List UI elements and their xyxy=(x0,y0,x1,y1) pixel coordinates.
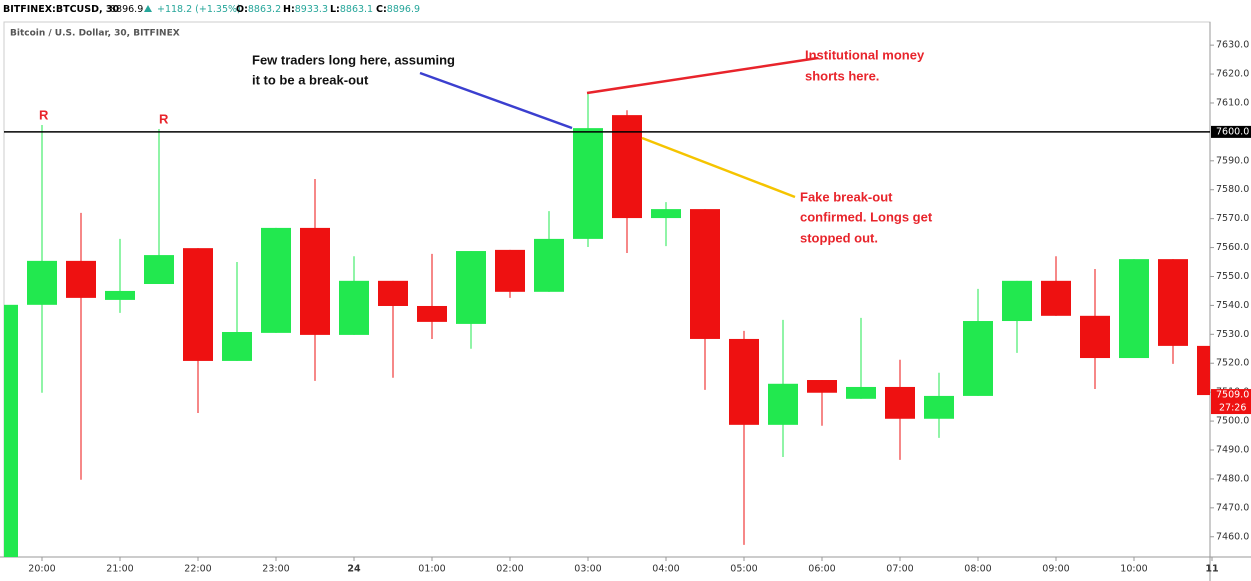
ohlc-value: 8863.2 xyxy=(248,4,281,15)
annotation: Institutional money xyxy=(805,47,925,62)
annotation: stopped out. xyxy=(800,230,878,245)
candle-body xyxy=(222,332,252,361)
axes: 7460.07470.07480.07490.07500.07510.07520… xyxy=(4,40,1251,575)
candle-body xyxy=(768,383,798,425)
candle-body xyxy=(1002,280,1032,322)
x-tick-label: 02:00 xyxy=(496,564,523,575)
x-tick-label: 04:00 xyxy=(652,564,679,575)
change: +118.2 (+1.35%) xyxy=(157,4,241,15)
candle-body xyxy=(1158,259,1188,346)
candle-body xyxy=(885,386,915,419)
candle-body xyxy=(4,304,18,557)
y-tick-label: 7590.0 xyxy=(1216,155,1249,166)
ohlc-value: 8933.3 xyxy=(295,4,328,15)
x-tick-label: 21:00 xyxy=(106,564,133,575)
annotation: shorts here. xyxy=(805,68,879,83)
candle-body xyxy=(417,305,447,322)
candle-body xyxy=(456,251,486,324)
x-tick-label: 23:00 xyxy=(262,564,289,575)
x-tick-label: 06:00 xyxy=(808,564,835,575)
ohlc-label: L: xyxy=(330,4,340,15)
candle-body xyxy=(144,255,174,285)
x-tick-label: 24 xyxy=(347,564,361,575)
y-tick-label: 7520.0 xyxy=(1216,358,1249,369)
candle-body xyxy=(27,260,57,305)
candle-body xyxy=(807,380,837,393)
ohlc-label: H: xyxy=(283,4,295,15)
candle-body xyxy=(339,280,369,335)
candles xyxy=(4,93,1210,557)
candle-body xyxy=(1041,280,1071,316)
y-tick-label: 7560.0 xyxy=(1216,242,1249,253)
up-arrow xyxy=(144,5,152,12)
y-tick-label: 7470.0 xyxy=(1216,502,1249,513)
level-label: 7600.0 xyxy=(1216,126,1249,137)
candle-body xyxy=(1119,259,1149,359)
x-tick-label: 22:00 xyxy=(184,564,211,575)
y-tick-label: 7490.0 xyxy=(1216,445,1249,456)
y-tick-label: 7570.0 xyxy=(1216,213,1249,224)
candle-body xyxy=(651,209,681,219)
candle-body xyxy=(573,128,603,239)
x-tick-label: 01:00 xyxy=(418,564,445,575)
candle-body xyxy=(534,238,564,292)
x-tick-label: 10:00 xyxy=(1120,564,1147,575)
annotation-line xyxy=(419,71,573,130)
price: 8896.9 xyxy=(110,4,143,15)
annotation: confirmed. Longs get xyxy=(800,209,933,224)
y-tick-label: 7610.0 xyxy=(1216,97,1249,108)
candle-body xyxy=(1080,315,1110,359)
ohlc-label: O: xyxy=(236,4,248,15)
candle-body xyxy=(1197,345,1210,396)
header: BITFINEX:BTCUSD, 30 8896.9 +118.2 (+1.35… xyxy=(3,4,420,15)
y-tick-label: 7550.0 xyxy=(1216,271,1249,282)
candle-body xyxy=(924,395,954,419)
candle-body xyxy=(690,209,720,339)
annotation-line xyxy=(586,56,819,95)
x-tick-label: 20:00 xyxy=(28,564,55,575)
annotation: it to be a break-out xyxy=(252,72,369,87)
annotation: Fake break-out xyxy=(800,189,893,204)
x-tick-label: 07:00 xyxy=(886,564,913,575)
y-tick-label: 7540.0 xyxy=(1216,300,1249,311)
countdown: 27:26 xyxy=(1219,403,1246,414)
last-price-label: 7509.0 xyxy=(1216,390,1249,401)
last-price-box xyxy=(1211,389,1251,415)
candle-body xyxy=(261,227,291,333)
candle-body xyxy=(300,227,330,335)
annotation-line xyxy=(641,136,796,199)
y-tick-label: 7480.0 xyxy=(1216,473,1249,484)
candle-body xyxy=(495,249,525,292)
y-tick-label: 7530.0 xyxy=(1216,329,1249,340)
candle-body xyxy=(729,338,759,425)
ohlc-value: 8896.9 xyxy=(387,4,420,15)
candle-body xyxy=(105,290,135,300)
chart-title: Bitcoin / U.S. Dollar, 30, BITFINEX xyxy=(10,29,180,39)
x-tick-label: 09:00 xyxy=(1042,564,1069,575)
y-tick-label: 7620.0 xyxy=(1216,69,1249,80)
candle-body xyxy=(378,280,408,306)
annotation: Few traders long here, assuming xyxy=(252,52,455,67)
candle-body xyxy=(846,386,876,399)
annotation: R xyxy=(159,111,169,126)
x-tick-label: 11 xyxy=(1205,564,1218,575)
candle-body xyxy=(963,321,993,396)
candle-body xyxy=(183,248,213,361)
x-tick-label: 03:00 xyxy=(574,564,601,575)
ohlc-label: C: xyxy=(376,4,387,15)
candle-body xyxy=(612,115,642,219)
y-tick-label: 7460.0 xyxy=(1216,531,1249,542)
candle-body xyxy=(66,260,96,298)
y-tick-label: 7630.0 xyxy=(1216,40,1249,51)
annotation: R xyxy=(39,107,49,122)
level-label-box xyxy=(1211,125,1251,138)
ohlc-value: 8863.1 xyxy=(340,4,373,15)
y-tick-label: 7580.0 xyxy=(1216,184,1249,195)
symbol: BITFINEX:BTCUSD, 30 xyxy=(3,4,120,15)
y-tick-label: 7500.0 xyxy=(1216,416,1249,427)
x-tick-label: 05:00 xyxy=(730,564,757,575)
x-tick-label: 08:00 xyxy=(964,564,991,575)
